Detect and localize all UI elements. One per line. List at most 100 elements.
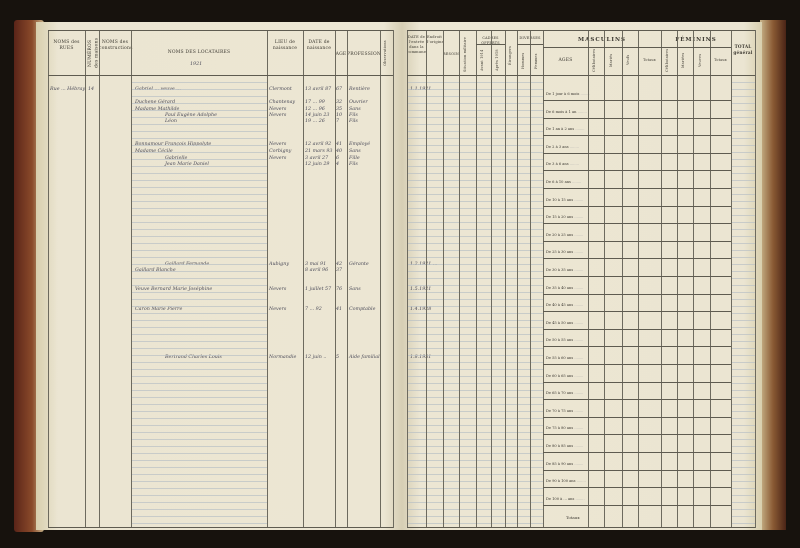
ruled-line xyxy=(131,446,267,447)
ruled-line xyxy=(407,348,543,349)
ruled-line xyxy=(131,376,267,377)
ruled-line xyxy=(407,397,543,398)
entry-name: Veuve Bernard Marie Joséphine xyxy=(135,287,213,292)
entry-profession: Sans xyxy=(349,149,361,154)
ruled-line xyxy=(731,131,755,132)
entry-profession: Aide familial xyxy=(349,355,380,360)
ruled-line xyxy=(131,243,267,244)
ruled-line xyxy=(131,292,267,293)
entry-birthdate: 14 juin 23 xyxy=(305,113,330,118)
entry-profession: Fils xyxy=(349,113,358,118)
entry-name: Madame Mathilde xyxy=(135,107,179,112)
header-masculins: MASCULINS xyxy=(578,37,626,43)
ruled-line xyxy=(131,334,267,335)
ruled-line xyxy=(407,208,543,209)
ruled-line xyxy=(131,467,267,468)
age-row-rule xyxy=(543,135,731,137)
ruled-line xyxy=(407,271,543,272)
column-rule xyxy=(131,30,132,528)
header-entree: DATE de l'entrée dans la commune xyxy=(407,35,427,55)
bottom-rule xyxy=(48,527,393,528)
column-rule xyxy=(755,30,756,528)
ruled-line xyxy=(407,131,543,132)
age-row-rule xyxy=(543,346,731,348)
ruled-line xyxy=(731,495,755,496)
age-row-rule xyxy=(543,258,731,260)
ruled-line xyxy=(731,327,755,328)
entry-birthplace: Aubigny xyxy=(269,262,290,267)
ruled-line xyxy=(731,222,755,223)
age-row-rule xyxy=(543,328,731,330)
age-row-rule xyxy=(543,170,731,172)
header-ages: AGES xyxy=(558,58,573,63)
age-bracket-label: De 25 à 30 ans xyxy=(546,250,583,254)
ruled-line xyxy=(731,208,755,209)
ruled-line xyxy=(731,362,755,363)
header-bottom-rule xyxy=(48,75,393,76)
ruled-line xyxy=(131,250,267,251)
ruled-line xyxy=(131,488,267,489)
column-rule xyxy=(48,30,49,528)
entry-birthdate: 12 juin 29 xyxy=(305,162,330,167)
ruled-line xyxy=(407,320,543,321)
age-bracket-label: De 2 à 3 ans xyxy=(546,145,579,149)
entry-birthplace: Normandie xyxy=(269,355,297,360)
ruled-line xyxy=(131,229,267,230)
ruled-line xyxy=(407,523,543,524)
entry-birthplace: Nevers xyxy=(269,307,287,312)
ruled-line xyxy=(407,82,543,83)
age-bracket-label: De 6 à 10 ans xyxy=(546,180,581,184)
ruled-line xyxy=(407,362,543,363)
header-avant: Avant 1914 xyxy=(480,49,484,71)
ruled-line xyxy=(731,159,755,160)
ruled-line xyxy=(131,124,267,125)
ruled-line xyxy=(731,348,755,349)
ruled-line xyxy=(407,355,543,356)
entry-profession: Comptable xyxy=(349,307,376,312)
age-row-rule xyxy=(543,399,731,401)
ruled-line xyxy=(407,502,543,503)
column-rule xyxy=(407,30,408,528)
entry-age: 35 xyxy=(336,107,343,112)
ruled-line xyxy=(131,481,267,482)
ruled-line xyxy=(407,103,543,104)
ruled-line xyxy=(407,446,543,447)
age-row-rule xyxy=(543,240,731,242)
entry-arrival-date: 1.4.1928 xyxy=(410,307,432,312)
entry-name: Jean Marie Daniel xyxy=(165,162,209,167)
ruled-line xyxy=(731,117,755,118)
ruled-line xyxy=(407,453,543,454)
entry-profession: Fils xyxy=(349,119,358,124)
ruled-line xyxy=(731,152,755,153)
header-hommes: Hommes xyxy=(521,52,525,70)
age-row-rule xyxy=(543,469,731,471)
age-row-rule xyxy=(543,504,731,506)
header-total-general: TOTAL général xyxy=(733,44,753,55)
entry-birthdate: 3 avril 27 xyxy=(305,156,329,161)
ruled-line xyxy=(731,390,755,391)
column-rule xyxy=(443,30,444,528)
ruled-line xyxy=(731,446,755,447)
ruled-line xyxy=(731,404,755,405)
ruled-line xyxy=(731,264,755,265)
ruled-line xyxy=(131,362,267,363)
ruled-line xyxy=(131,82,267,83)
ruled-line xyxy=(407,460,543,461)
ruled-line xyxy=(407,180,543,181)
ruled-line xyxy=(407,229,543,230)
ruled-line xyxy=(407,369,543,370)
ruled-line xyxy=(407,96,543,97)
ruled-line xyxy=(407,306,543,307)
ruled-line xyxy=(131,411,267,412)
ruled-line xyxy=(407,390,543,391)
header-maries: Mariés xyxy=(609,53,613,67)
column-rule xyxy=(267,30,268,528)
age-bracket-label: De 1 an à 2 ans xyxy=(546,127,584,131)
age-bracket-label: De 6 mois à 1 an xyxy=(546,110,587,114)
ruled-line xyxy=(131,348,267,349)
entry-age: 5 xyxy=(336,355,340,360)
age-row-rule xyxy=(543,276,731,277)
entry-age: 4 xyxy=(336,162,340,167)
ruled-line xyxy=(131,299,267,300)
ruled-line xyxy=(407,201,543,202)
